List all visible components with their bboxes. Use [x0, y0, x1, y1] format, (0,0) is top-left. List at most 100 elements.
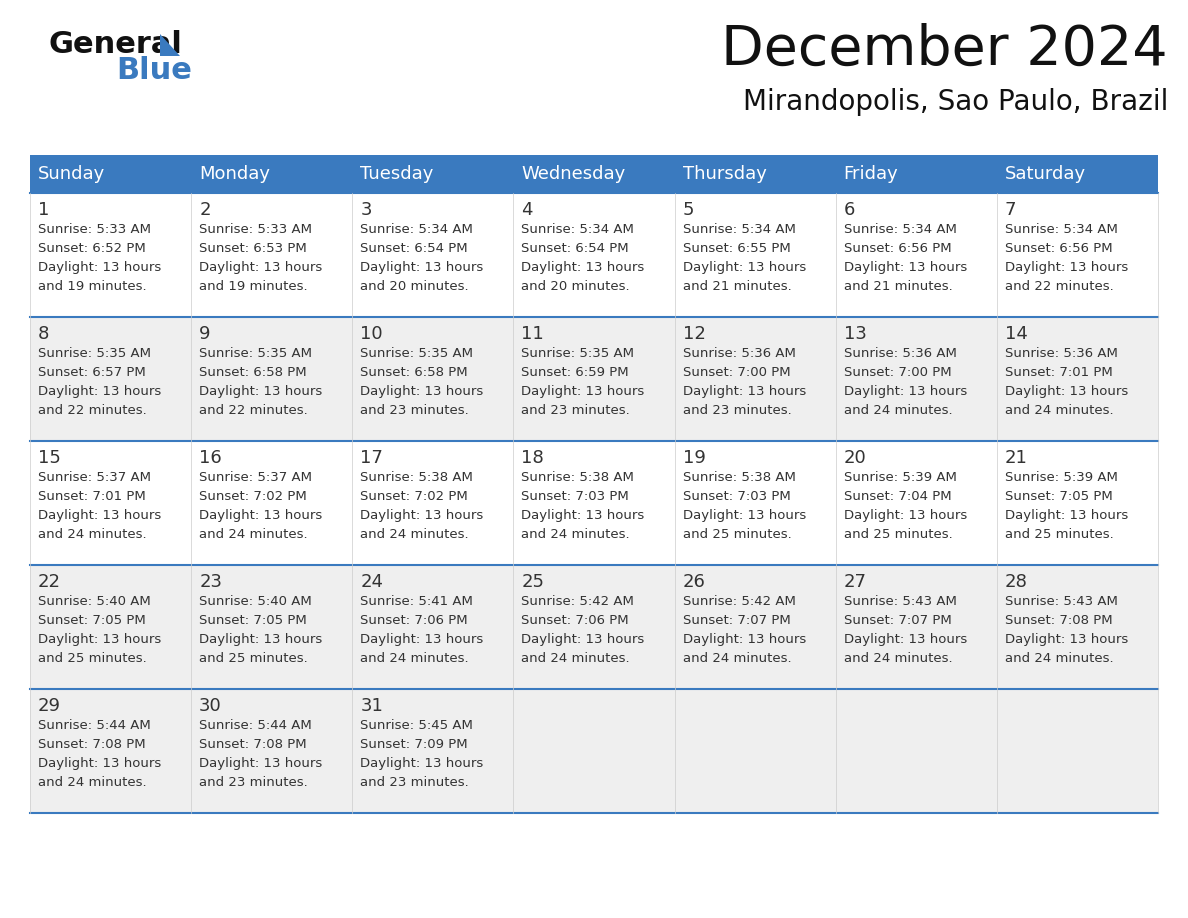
Text: Sunrise: 5:36 AM: Sunrise: 5:36 AM — [683, 347, 796, 360]
Text: and 24 minutes.: and 24 minutes. — [360, 528, 469, 541]
Text: Friday: Friday — [843, 165, 898, 183]
Text: Thursday: Thursday — [683, 165, 766, 183]
Text: Sunrise: 5:41 AM: Sunrise: 5:41 AM — [360, 595, 473, 608]
Text: and 24 minutes.: and 24 minutes. — [1005, 404, 1113, 417]
Text: Blue: Blue — [116, 56, 192, 85]
Text: 8: 8 — [38, 325, 50, 343]
Text: Sunrise: 5:35 AM: Sunrise: 5:35 AM — [200, 347, 312, 360]
Text: Daylight: 13 hours: Daylight: 13 hours — [843, 385, 967, 398]
Text: Sunset: 6:55 PM: Sunset: 6:55 PM — [683, 242, 790, 255]
Text: Sunset: 6:56 PM: Sunset: 6:56 PM — [1005, 242, 1112, 255]
Text: 10: 10 — [360, 325, 383, 343]
Text: Sunset: 7:07 PM: Sunset: 7:07 PM — [843, 614, 952, 627]
Text: and 24 minutes.: and 24 minutes. — [683, 652, 791, 665]
Text: Sunrise: 5:38 AM: Sunrise: 5:38 AM — [360, 471, 473, 484]
Text: Sunset: 6:52 PM: Sunset: 6:52 PM — [38, 242, 146, 255]
Text: Sunset: 7:02 PM: Sunset: 7:02 PM — [360, 490, 468, 503]
Text: and 21 minutes.: and 21 minutes. — [843, 280, 953, 293]
Text: Sunrise: 5:37 AM: Sunrise: 5:37 AM — [38, 471, 151, 484]
Text: Sunset: 7:08 PM: Sunset: 7:08 PM — [200, 738, 307, 751]
Text: and 23 minutes.: and 23 minutes. — [200, 776, 308, 789]
Text: and 21 minutes.: and 21 minutes. — [683, 280, 791, 293]
Text: Sunrise: 5:34 AM: Sunrise: 5:34 AM — [522, 223, 634, 236]
Text: Daylight: 13 hours: Daylight: 13 hours — [522, 509, 645, 522]
Text: 25: 25 — [522, 573, 544, 591]
Text: Daylight: 13 hours: Daylight: 13 hours — [360, 509, 484, 522]
Text: Sunset: 7:06 PM: Sunset: 7:06 PM — [360, 614, 468, 627]
Text: 20: 20 — [843, 449, 866, 467]
Text: 21: 21 — [1005, 449, 1028, 467]
Text: Sunrise: 5:45 AM: Sunrise: 5:45 AM — [360, 719, 473, 732]
Text: Sunrise: 5:33 AM: Sunrise: 5:33 AM — [200, 223, 312, 236]
Text: General: General — [48, 30, 182, 59]
Text: Daylight: 13 hours: Daylight: 13 hours — [360, 385, 484, 398]
Text: and 23 minutes.: and 23 minutes. — [683, 404, 791, 417]
Text: Saturday: Saturday — [1005, 165, 1086, 183]
Text: Daylight: 13 hours: Daylight: 13 hours — [38, 509, 162, 522]
Text: Sunset: 7:06 PM: Sunset: 7:06 PM — [522, 614, 630, 627]
Text: Sunrise: 5:42 AM: Sunrise: 5:42 AM — [522, 595, 634, 608]
Text: Sunrise: 5:39 AM: Sunrise: 5:39 AM — [843, 471, 956, 484]
Text: Daylight: 13 hours: Daylight: 13 hours — [200, 757, 322, 770]
Text: Daylight: 13 hours: Daylight: 13 hours — [843, 509, 967, 522]
Text: Sunrise: 5:40 AM: Sunrise: 5:40 AM — [200, 595, 312, 608]
Text: 1: 1 — [38, 201, 50, 219]
Text: Daylight: 13 hours: Daylight: 13 hours — [843, 633, 967, 646]
Text: 28: 28 — [1005, 573, 1028, 591]
Text: Sunrise: 5:39 AM: Sunrise: 5:39 AM — [1005, 471, 1118, 484]
Text: and 24 minutes.: and 24 minutes. — [38, 528, 146, 541]
Text: 19: 19 — [683, 449, 706, 467]
Text: and 24 minutes.: and 24 minutes. — [360, 652, 469, 665]
Text: Sunrise: 5:35 AM: Sunrise: 5:35 AM — [360, 347, 473, 360]
Text: Daylight: 13 hours: Daylight: 13 hours — [1005, 633, 1129, 646]
Text: and 23 minutes.: and 23 minutes. — [360, 776, 469, 789]
Text: 16: 16 — [200, 449, 222, 467]
Text: Sunset: 6:56 PM: Sunset: 6:56 PM — [843, 242, 952, 255]
Text: and 20 minutes.: and 20 minutes. — [522, 280, 630, 293]
Text: Daylight: 13 hours: Daylight: 13 hours — [360, 757, 484, 770]
Text: and 23 minutes.: and 23 minutes. — [360, 404, 469, 417]
Text: Daylight: 13 hours: Daylight: 13 hours — [683, 385, 805, 398]
Text: 6: 6 — [843, 201, 855, 219]
Text: Sunset: 6:54 PM: Sunset: 6:54 PM — [522, 242, 630, 255]
Text: Daylight: 13 hours: Daylight: 13 hours — [1005, 509, 1129, 522]
Text: Sunrise: 5:34 AM: Sunrise: 5:34 AM — [683, 223, 796, 236]
Text: 24: 24 — [360, 573, 384, 591]
Text: 7: 7 — [1005, 201, 1017, 219]
Text: Sunrise: 5:37 AM: Sunrise: 5:37 AM — [200, 471, 312, 484]
Text: Wednesday: Wednesday — [522, 165, 626, 183]
Text: Sunrise: 5:42 AM: Sunrise: 5:42 AM — [683, 595, 796, 608]
Text: Sunset: 7:07 PM: Sunset: 7:07 PM — [683, 614, 790, 627]
Text: Daylight: 13 hours: Daylight: 13 hours — [38, 261, 162, 274]
Text: Sunset: 6:59 PM: Sunset: 6:59 PM — [522, 366, 630, 379]
Text: Sunset: 7:01 PM: Sunset: 7:01 PM — [38, 490, 146, 503]
Text: Sunrise: 5:36 AM: Sunrise: 5:36 AM — [1005, 347, 1118, 360]
Text: Daylight: 13 hours: Daylight: 13 hours — [200, 261, 322, 274]
Text: and 24 minutes.: and 24 minutes. — [843, 404, 953, 417]
Text: Sunset: 7:05 PM: Sunset: 7:05 PM — [200, 614, 307, 627]
Text: Sunrise: 5:38 AM: Sunrise: 5:38 AM — [683, 471, 796, 484]
Text: Daylight: 13 hours: Daylight: 13 hours — [38, 757, 162, 770]
Bar — [30, 155, 191, 193]
Text: Tuesday: Tuesday — [360, 165, 434, 183]
Bar — [353, 155, 513, 193]
Text: Daylight: 13 hours: Daylight: 13 hours — [1005, 385, 1129, 398]
Text: 2: 2 — [200, 201, 210, 219]
Bar — [835, 155, 997, 193]
Text: Sunset: 7:00 PM: Sunset: 7:00 PM — [683, 366, 790, 379]
Text: Sunset: 6:53 PM: Sunset: 6:53 PM — [200, 242, 307, 255]
Text: 22: 22 — [38, 573, 61, 591]
Text: 14: 14 — [1005, 325, 1028, 343]
Text: Sunset: 7:04 PM: Sunset: 7:04 PM — [843, 490, 952, 503]
Text: and 25 minutes.: and 25 minutes. — [1005, 528, 1113, 541]
Text: and 19 minutes.: and 19 minutes. — [38, 280, 146, 293]
Text: 15: 15 — [38, 449, 61, 467]
Polygon shape — [160, 34, 181, 56]
Text: Sunrise: 5:35 AM: Sunrise: 5:35 AM — [38, 347, 151, 360]
Text: and 23 minutes.: and 23 minutes. — [522, 404, 630, 417]
Text: and 24 minutes.: and 24 minutes. — [843, 652, 953, 665]
Text: 9: 9 — [200, 325, 210, 343]
Text: 5: 5 — [683, 201, 694, 219]
Bar — [30, 689, 1158, 813]
Text: Sunset: 7:05 PM: Sunset: 7:05 PM — [38, 614, 146, 627]
